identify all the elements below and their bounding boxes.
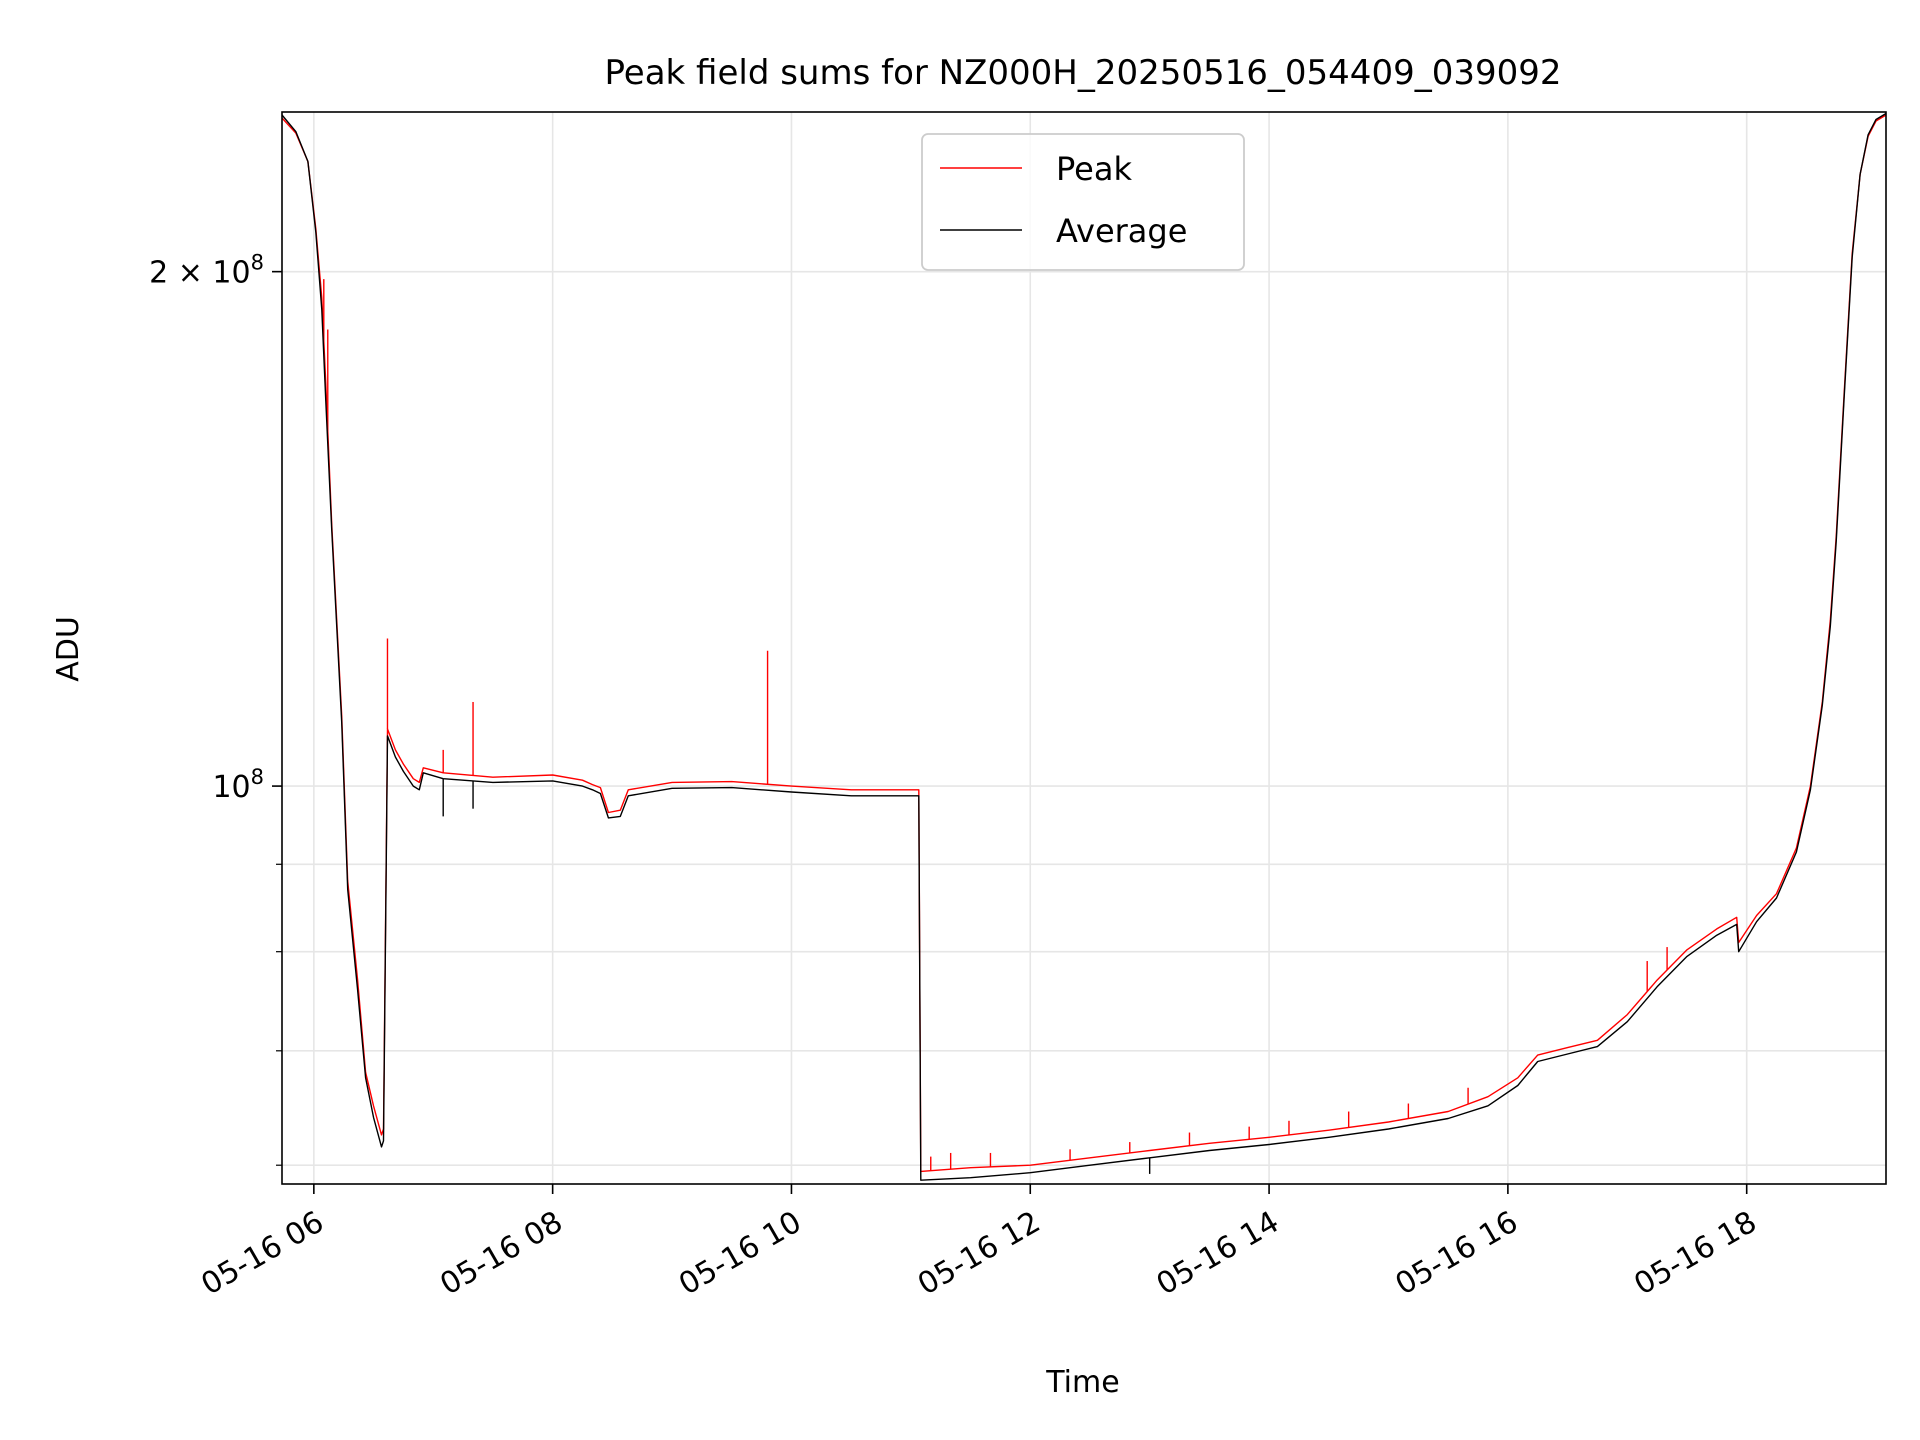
legend-label-average: Average <box>1056 212 1187 250</box>
legend: Peak Average <box>921 133 1245 271</box>
chart-title: Peak field sums for NZ000H_20250516_0544… <box>605 53 1562 93</box>
legend-label-peak: Peak <box>1056 150 1132 188</box>
x-axis-label: Time <box>1045 1365 1119 1400</box>
y-tick-label: 2 × 108 <box>149 251 264 291</box>
plot-area <box>281 112 1887 1181</box>
y-axis-label: ADU <box>51 616 86 682</box>
series-line-average <box>281 112 1887 1181</box>
grid <box>282 112 1886 1184</box>
axes-frame <box>281 111 1887 1185</box>
